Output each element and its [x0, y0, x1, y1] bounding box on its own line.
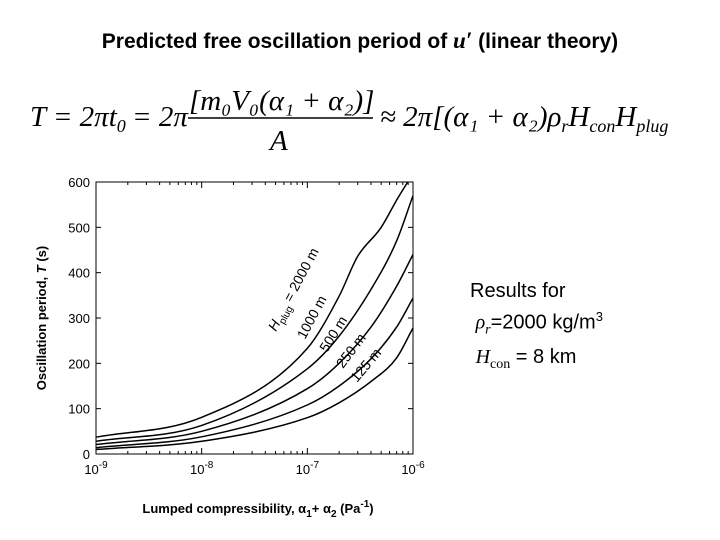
y-axis-label: Oscillation period, T (s)	[34, 246, 49, 390]
equation-denominator: A	[268, 125, 288, 157]
x-tick-label: 10-9	[84, 460, 108, 477]
y-tick-label: 400	[68, 266, 90, 281]
y-tick-label: 0	[83, 447, 90, 462]
equation-mid: = 2π	[132, 101, 189, 133]
curve-250m	[95, 297, 414, 449]
y-tick-label: 500	[68, 220, 90, 235]
equation-lhs: T = 2πt0	[30, 101, 126, 136]
slide-title: Predicted free oscillation period of u′ …	[0, 28, 720, 54]
y-tick-label: 200	[68, 356, 90, 371]
equation-rhs: ≈ 2π[(α₁ + α₂)ρrHconHplug	[380, 101, 668, 136]
y-tick-label: 600	[68, 175, 90, 190]
curve-labels: Hplug = 2000 m 1000 m 500 m 250 m 125 m	[265, 245, 385, 385]
curve-2000m	[95, 181, 409, 438]
x-tick-label: 10-6	[401, 460, 425, 477]
slide-title-text: Predicted free oscillation period of	[101, 30, 454, 53]
x-tick-label: 10-7	[296, 460, 320, 477]
results-rho: ρr=2000 kg/m3	[475, 309, 603, 338]
equation-numerator: [m₀V₀(α₁ + α₂)]	[189, 85, 374, 117]
x-axis-label: Lumped compressibility, α1+ α2 (Pa-1)	[142, 499, 373, 520]
results-note: Results for ρr=2000 kg/m3 Hcon = 8 km	[470, 278, 603, 378]
curve-500m	[95, 254, 414, 446]
x-tick-label: 10-8	[190, 460, 214, 477]
curve-1000m	[95, 195, 414, 443]
results-heading: Results for	[470, 280, 566, 302]
y-tick-label: 300	[68, 311, 90, 326]
slide-title-symbol: u′	[453, 28, 473, 53]
plot-frame	[95, 181, 414, 455]
curve-125m	[95, 327, 414, 451]
period-equation: T = 2πt0 = 2π [m₀V₀(α₁ + α₂)] A ≈ 2π[(α₁…	[30, 85, 668, 157]
y-tick-label: 100	[68, 402, 90, 417]
slide-title-suffix: (linear theory)	[472, 30, 619, 53]
results-hcon: Hcon = 8 km	[475, 345, 577, 372]
oscillation-period-chart: 0 100 200 300 400 500 600 10-9 10-8 10-7 10-6 Lump…	[34, 175, 425, 520]
